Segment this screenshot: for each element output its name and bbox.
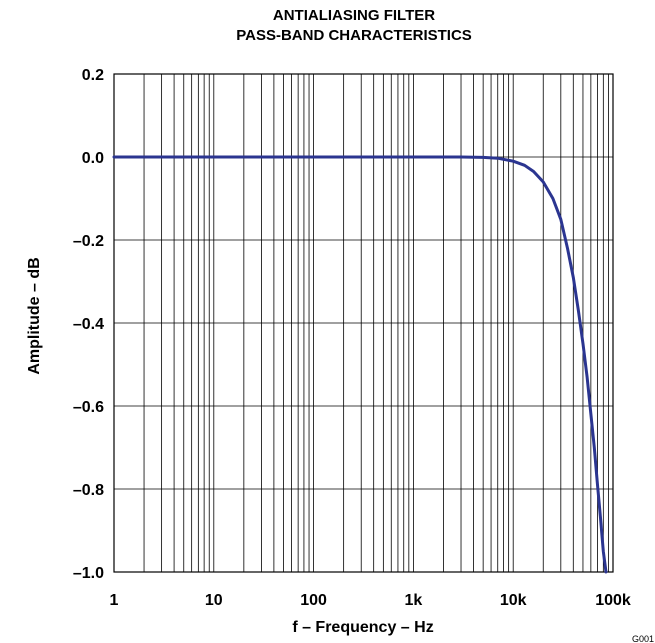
x-tick-label: 1k	[405, 592, 423, 609]
y-tick-label: –0.2	[73, 233, 104, 250]
x-tick-label: 10	[205, 592, 223, 609]
x-tick-label: 100	[300, 592, 327, 609]
x-tick-label: 100k	[595, 592, 631, 609]
chart-title: ANTIALIASING FILTER	[273, 7, 435, 24]
y-tick-label: 0.2	[82, 67, 104, 84]
y-tick-label: –1.0	[73, 565, 104, 582]
chart-subtitle: PASS-BAND CHARACTERISTICS	[236, 27, 472, 44]
x-tick-label: 10k	[500, 592, 527, 609]
y-tick-label: –0.4	[73, 316, 104, 333]
x-axis-ticks: 1 10 100 1k 10k 100k	[110, 592, 631, 609]
figure-code: G001	[632, 634, 654, 643]
x-axis-label: f – Frequency – Hz	[292, 619, 433, 636]
series-line	[112, 155, 608, 574]
y-axis-label: Amplitude – dB	[26, 257, 43, 374]
y-tick-label: –0.6	[73, 399, 104, 416]
grid	[113, 73, 614, 573]
x-tick-label: 1	[110, 592, 119, 609]
y-tick-label: –0.8	[73, 482, 104, 499]
plot-frame	[113, 73, 614, 573]
y-tick-label: 0.0	[82, 150, 104, 167]
y-axis-ticks: 0.2 0.0 –0.2 –0.4 –0.6 –0.8 –1.0	[73, 67, 104, 582]
